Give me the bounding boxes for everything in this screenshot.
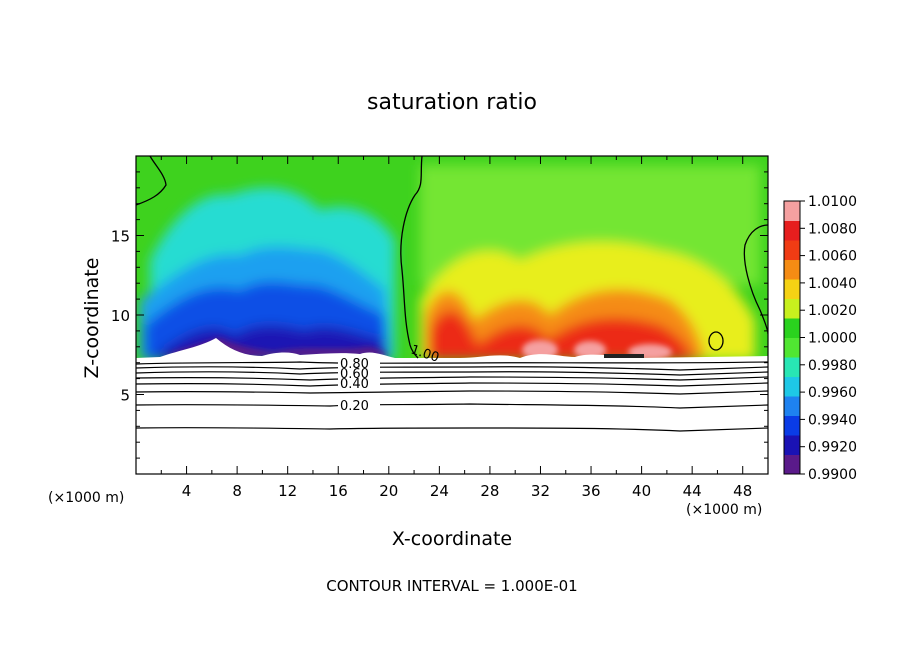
x-axis-label: X-coordinate xyxy=(391,528,513,550)
contour-line xyxy=(136,376,768,381)
contour-line xyxy=(136,426,768,432)
contour-line xyxy=(136,403,768,409)
contour-line xyxy=(136,366,768,371)
x-tick-label: 40 xyxy=(632,482,651,500)
colorbar: 1.0100 1.0080 1.0060 1.0040 1.0020 1.0000 0.99… xyxy=(783,194,857,483)
colorbar-tick-label: 0.9900 xyxy=(808,467,857,483)
colorbar-swatch xyxy=(784,396,800,416)
contour-line-one xyxy=(743,224,768,335)
contour-line xyxy=(136,390,768,395)
plot-field xyxy=(136,156,768,474)
x-tick-label: 20 xyxy=(379,482,398,500)
x-tick-label: 8 xyxy=(232,482,242,500)
colorbar-swatch xyxy=(784,201,800,221)
contour-interval-note: CONTOUR INTERVAL = 1.000E-01 xyxy=(326,577,578,595)
colorbar-swatch xyxy=(784,454,800,475)
colorbar-swatch xyxy=(784,376,800,397)
contour-label-bg xyxy=(338,376,380,388)
x-tick-label: 16 xyxy=(329,482,348,500)
contour-line-one xyxy=(400,156,423,359)
x-tick-label: 44 xyxy=(683,482,702,500)
colorbar-swatch xyxy=(784,337,800,358)
colorbar-tick-label: 0.9920 xyxy=(808,440,857,456)
x-tick-label: 24 xyxy=(430,482,449,500)
colorbar-tick-label: 1.0000 xyxy=(808,331,857,347)
colorbar-swatch xyxy=(784,240,800,260)
y-axis-label: Z-coordinate xyxy=(81,257,103,379)
y-tick-label: 10 xyxy=(111,307,130,325)
colorbar-tick-label: 1.0100 xyxy=(808,194,857,210)
contour-label-bg xyxy=(338,357,380,369)
contour-line xyxy=(136,361,768,365)
contour-line xyxy=(136,371,768,376)
x-unit-label-left: (×1000 m) xyxy=(48,490,125,506)
x-axis: 4 8 12 16 20 24 28 32 36 40 44 48 xyxy=(160,156,752,500)
contour-label: 0.80 xyxy=(340,357,369,372)
contour-line-one xyxy=(708,331,724,351)
field-red-region xyxy=(430,310,695,360)
x-unit-label-right: (×1000 m) xyxy=(686,502,763,518)
y-axis: 5 10 15 xyxy=(111,171,768,459)
x-tick-label: 4 xyxy=(182,482,192,500)
contour-line-one xyxy=(136,156,167,206)
colorbar-swatch xyxy=(784,298,800,319)
chart-title: saturation ratio xyxy=(367,90,537,115)
colorbar-tick-label: 1.0060 xyxy=(808,249,857,265)
colorbar-tick-label: 0.9960 xyxy=(808,385,857,401)
field-below-surface xyxy=(136,338,768,474)
colorbar-swatch xyxy=(784,357,800,377)
x-tick-label: 28 xyxy=(480,482,499,500)
colorbar-swatch xyxy=(784,415,800,436)
contour-label: 0.60 xyxy=(340,367,369,382)
colorbar-tick-label: 1.0040 xyxy=(808,276,857,292)
y-tick-label: 5 xyxy=(120,387,130,405)
colorbar-swatch xyxy=(784,259,800,280)
x-tick-label: 48 xyxy=(733,482,752,500)
contour-dark-patch xyxy=(604,354,644,358)
y-tick-label: 15 xyxy=(111,228,130,246)
colorbar-swatch xyxy=(784,318,800,338)
x-tick-label: 32 xyxy=(531,482,550,500)
colorbar-tick-label: 0.9980 xyxy=(808,358,857,374)
colorbar-tick-label: 0.9940 xyxy=(808,412,857,428)
contour-label: 0.40 xyxy=(340,377,369,392)
colorbar-tick-label: 1.0020 xyxy=(808,303,857,319)
colorbar-tick-label: 1.0080 xyxy=(808,221,857,237)
x-tick-label: 36 xyxy=(581,482,600,500)
colorbar-swatch xyxy=(784,220,800,241)
contour-label-bg xyxy=(338,398,380,411)
contour-label: 0.20 xyxy=(340,399,369,414)
field-pink-patch xyxy=(574,341,606,359)
colorbar-swatch xyxy=(784,435,800,455)
contour-line xyxy=(136,382,768,387)
colorbar-swatch xyxy=(784,279,800,299)
x-tick-label: 12 xyxy=(278,482,297,500)
